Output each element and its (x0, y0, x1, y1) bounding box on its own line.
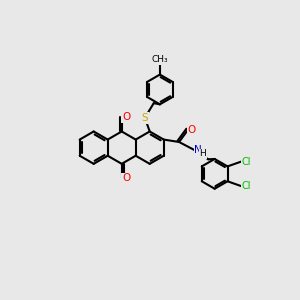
Text: O: O (188, 125, 196, 135)
Text: Cl: Cl (242, 181, 251, 191)
Text: O: O (122, 112, 130, 122)
Text: CH₃: CH₃ (152, 56, 168, 64)
Text: N: N (194, 145, 202, 155)
Text: O: O (122, 173, 130, 183)
Text: S: S (142, 113, 148, 123)
Text: Cl: Cl (242, 157, 251, 166)
Text: H: H (200, 149, 206, 158)
